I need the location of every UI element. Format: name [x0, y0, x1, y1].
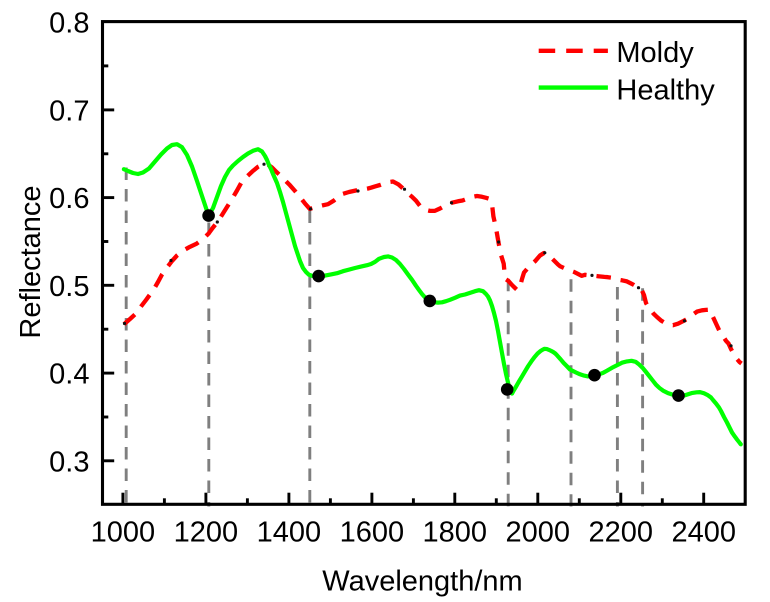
- svg-text:0.3: 0.3: [49, 446, 89, 478]
- svg-text:1000: 1000: [91, 516, 156, 548]
- svg-text:2200: 2200: [589, 516, 654, 548]
- svg-text:0.6: 0.6: [49, 183, 89, 215]
- svg-text:1600: 1600: [340, 516, 405, 548]
- svg-text:1400: 1400: [257, 516, 322, 548]
- svg-text:0.4: 0.4: [49, 359, 89, 391]
- svg-text:1800: 1800: [423, 516, 488, 548]
- svg-text:2000: 2000: [506, 516, 571, 548]
- svg-text:1200: 1200: [174, 516, 239, 548]
- svg-text:0.8: 0.8: [49, 8, 89, 40]
- svg-text:0.5: 0.5: [49, 271, 89, 303]
- svg-text:2400: 2400: [671, 516, 736, 548]
- svg-text:Moldy: Moldy: [616, 37, 694, 69]
- svg-text:0.7: 0.7: [49, 95, 89, 127]
- svg-text:Reflectance: Reflectance: [15, 185, 47, 338]
- svg-text:Wavelength/nm: Wavelength/nm: [322, 566, 522, 598]
- svg-text:Healthy: Healthy: [616, 74, 715, 106]
